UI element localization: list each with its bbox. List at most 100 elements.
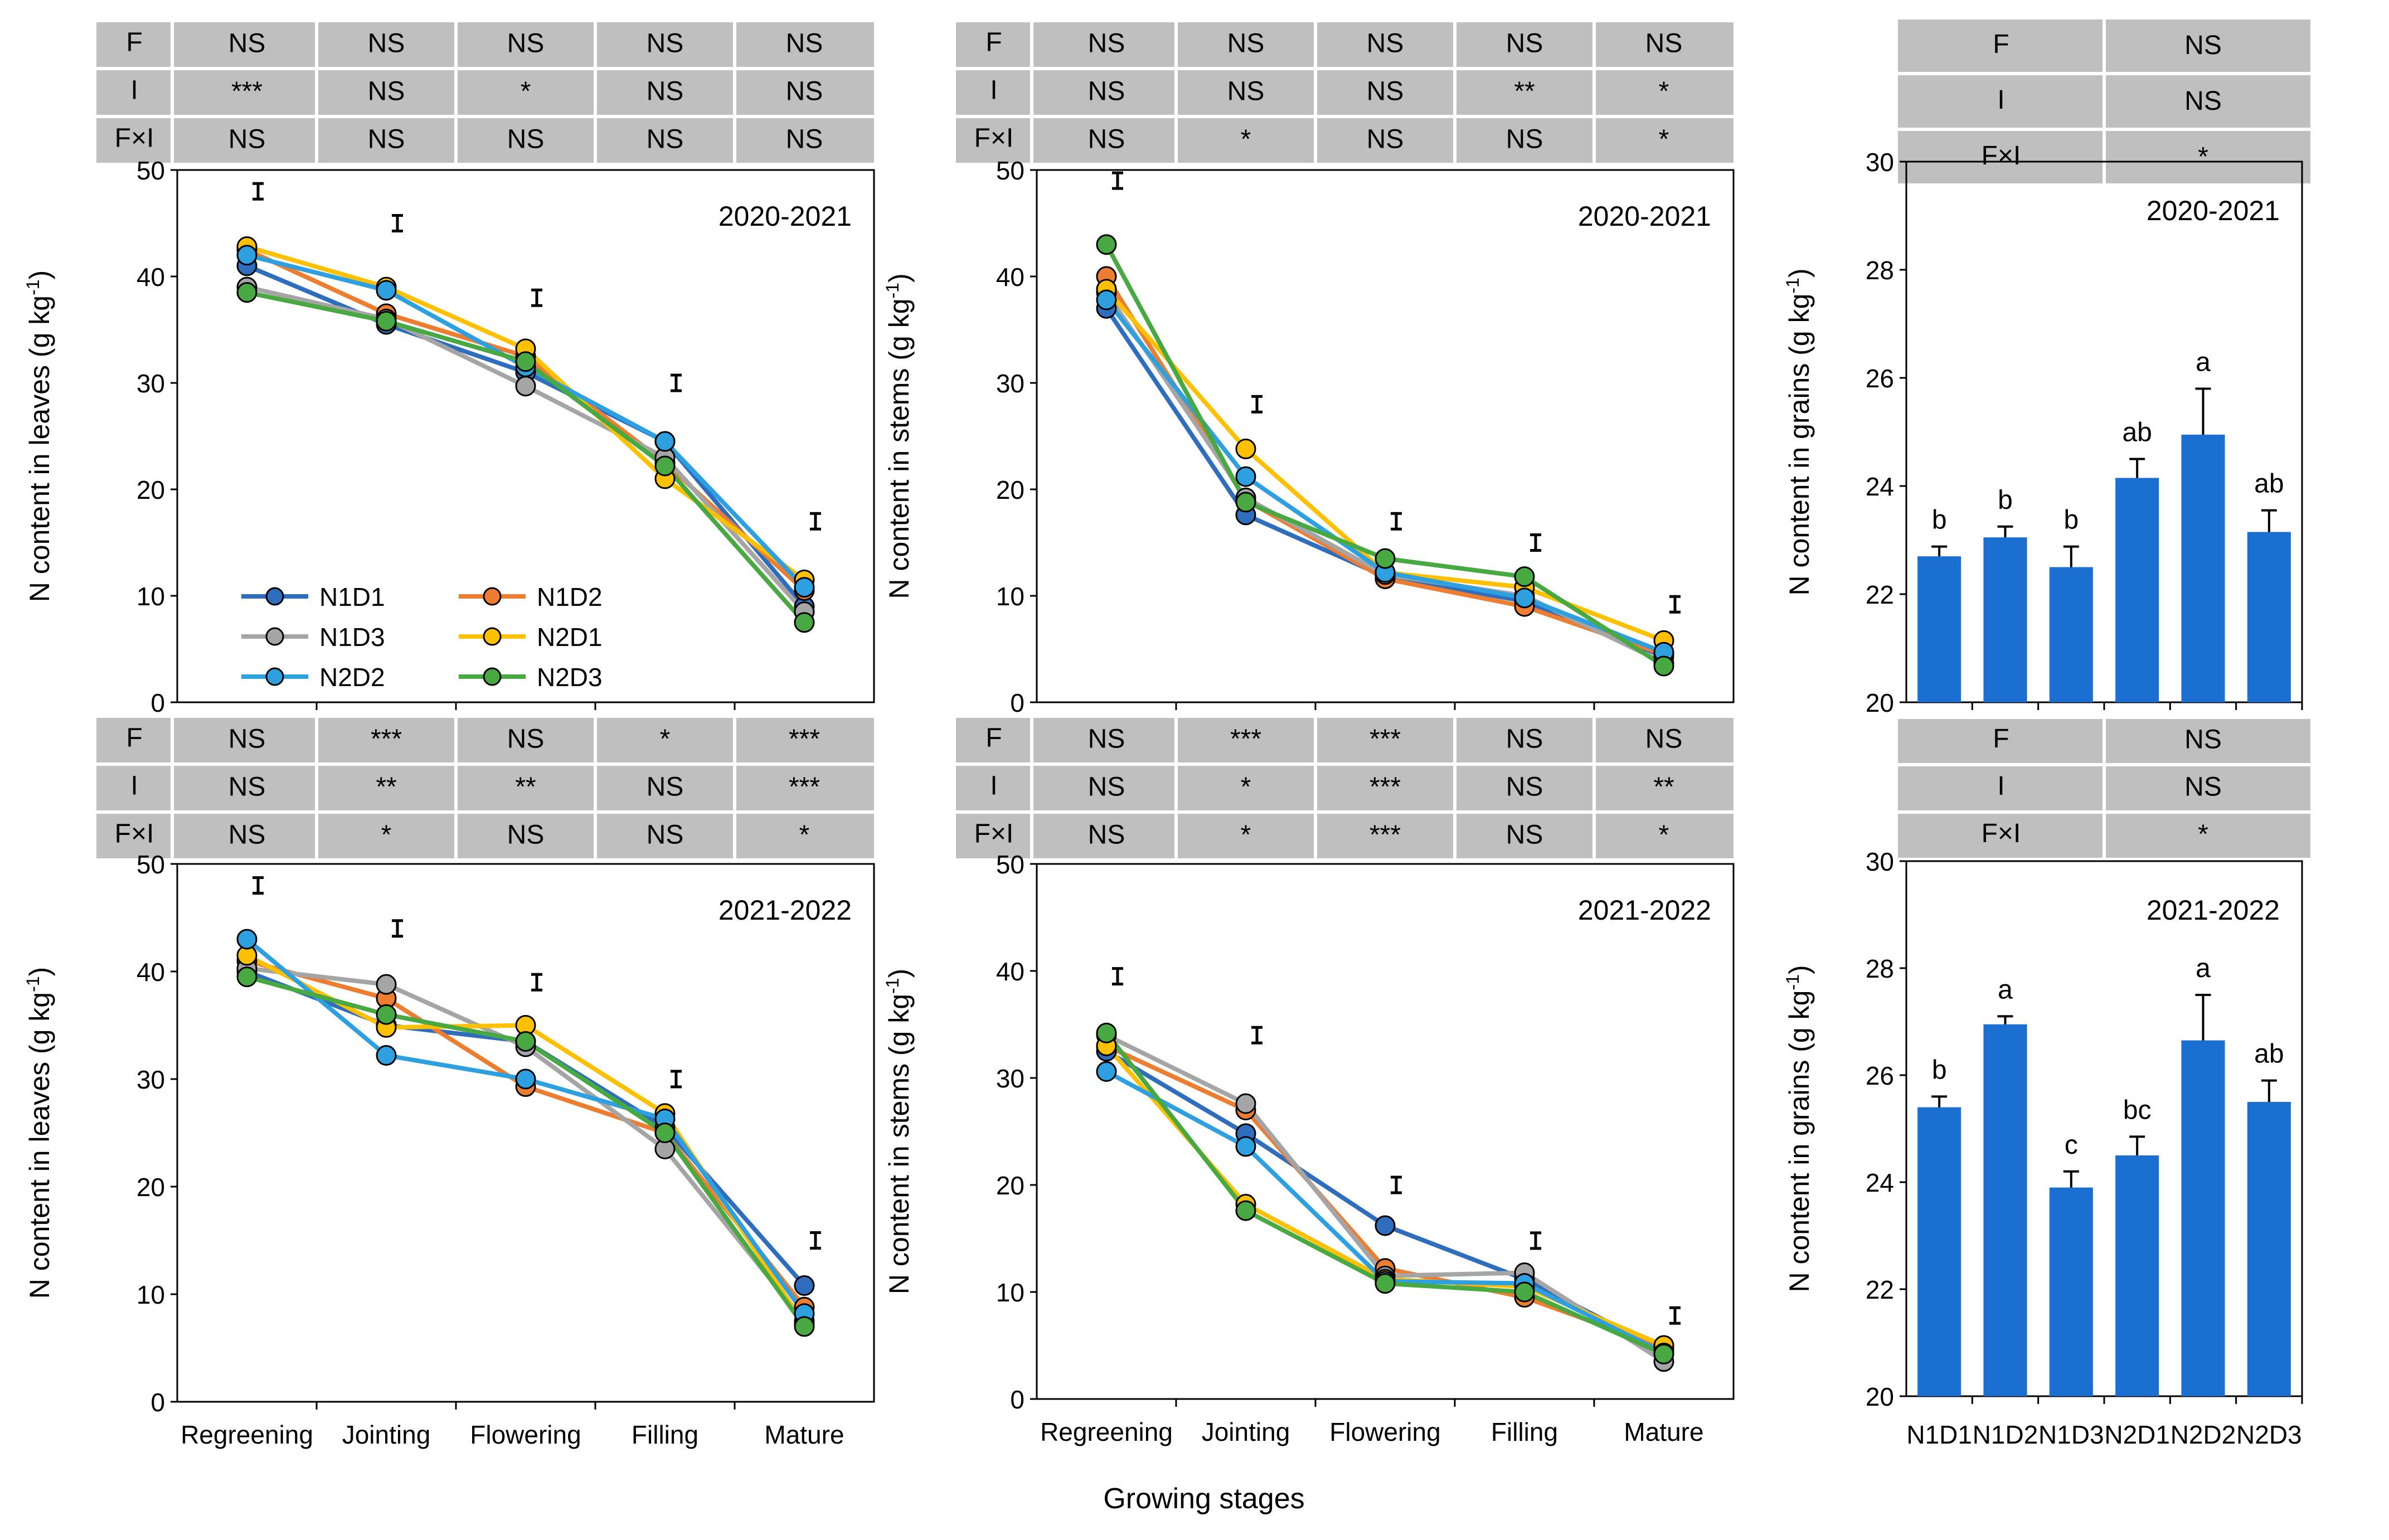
anova-cell: NS <box>786 124 823 154</box>
y-axis-label: N content in stems (g kg-1) <box>882 273 915 599</box>
anova-cell: NS <box>1088 820 1125 849</box>
anova-row-label: I <box>130 771 138 801</box>
bar-n1d3 <box>2049 567 2093 702</box>
data-point-n2d2 <box>1235 1136 1256 1157</box>
legend-item-n1d2: N1D2 <box>459 582 603 611</box>
legend-item-n2d1: N2D1 <box>459 623 603 652</box>
legend-marker <box>483 667 502 686</box>
significance-letter: c <box>2065 1130 2078 1160</box>
y-tick-label: 22 <box>1866 580 1894 609</box>
anova-row-label: F×I <box>115 819 154 849</box>
x-tick-label: N2D2 <box>2171 1420 2236 1449</box>
y-axis-label-text: N content in leaves (g kg-1) <box>23 270 55 602</box>
significance-letter: b <box>1932 506 1947 535</box>
anova-cell: NS <box>229 820 266 849</box>
anova-row-label: F <box>1993 30 2009 59</box>
data-point-n2d3 <box>1653 1343 1674 1364</box>
y-tick-label: 20 <box>137 1173 165 1202</box>
y-tick-label: 28 <box>1866 256 1894 285</box>
y-tick-label: 30 <box>137 369 165 398</box>
x-tick-label: Filling <box>632 1420 698 1449</box>
legend: N1D1 N1D2 N1D3 N2D1 N2D2 N2D3 <box>241 582 603 692</box>
data-point-n2d2 <box>236 245 258 266</box>
anova-separator <box>454 718 458 862</box>
y-tick-label: 24 <box>1866 472 1894 501</box>
plot-area <box>176 169 875 703</box>
data-point-n2d3 <box>1235 492 1256 513</box>
data-point-n2d2 <box>1514 587 1535 609</box>
anova-row-label: F <box>985 28 1002 57</box>
data-point-n2d2 <box>654 431 676 452</box>
anova-row <box>96 22 874 67</box>
significance-letter: ab <box>2254 469 2284 499</box>
anova-separator <box>1174 22 1178 166</box>
anova-cell: * <box>2198 142 2208 172</box>
anova-row <box>956 814 1734 858</box>
anova-separator <box>733 22 736 166</box>
y-tick-label: 30 <box>1866 148 1894 177</box>
y-axis-label: N content in leaves (g kg-1) <box>23 270 55 602</box>
x-tick-label: Jointing <box>342 1420 431 1449</box>
anova-cell: ** <box>1514 76 1535 106</box>
panel-title: 2021-2022 <box>2147 895 2280 926</box>
anova-cell: NS <box>368 28 405 58</box>
anova-cell: *** <box>1370 820 1401 849</box>
plot-area <box>176 863 875 1403</box>
data-point-n2d2 <box>376 280 397 301</box>
anova-row <box>956 22 1734 67</box>
significance-letter: ab <box>2254 1039 2284 1069</box>
anova-separator <box>1592 718 1596 862</box>
anova-separator <box>1030 22 1033 166</box>
panel-title: 2020-2021 <box>1578 201 1711 232</box>
anova-cell: * <box>660 724 671 754</box>
bar-n1d3 <box>2049 1187 2093 1396</box>
y-axis-label-text: N content in leaves (g kg-1) <box>23 967 55 1299</box>
anova-row <box>956 766 1734 810</box>
legend-label: N2D3 <box>537 663 603 692</box>
anova-row-label: I <box>990 771 997 801</box>
data-point-n2d1 <box>1235 438 1256 459</box>
anova-cell: NS <box>1367 76 1404 106</box>
anova-cell: NS <box>507 724 545 754</box>
anova-cell: NS <box>1088 724 1125 754</box>
anova-cell: NS <box>2184 773 2222 802</box>
legend-label: N1D1 <box>319 582 385 611</box>
bar-n2d2 <box>2181 434 2225 702</box>
anova-row-label: F <box>985 723 1002 753</box>
legend-marker <box>265 587 284 606</box>
anova-cell: NS <box>1367 28 1404 58</box>
anova-cell: NS <box>1645 724 1683 754</box>
anova-cell: *** <box>789 724 820 754</box>
anova-separator <box>594 22 597 166</box>
significance-letter: a <box>2196 347 2211 377</box>
anova-cell: NS <box>1088 28 1125 58</box>
y-tick-label: 30 <box>996 369 1024 398</box>
data-point-n1d3 <box>515 376 536 397</box>
data-point-n1d3 <box>1235 1093 1256 1114</box>
y-tick-label: 20 <box>1866 688 1894 717</box>
anova-row-label: I <box>1997 85 2004 115</box>
data-point-n2d3 <box>654 1123 676 1143</box>
anova-row <box>96 118 874 163</box>
x-tick-label: Filling <box>1491 1417 1558 1446</box>
data-point-n2d3 <box>654 455 676 477</box>
anova-cell: ** <box>515 772 536 801</box>
anova-table: F NS NS NS NS NS I *** NS * NS NS F×I NS NS NS NS NS <box>96 22 874 166</box>
anova-separator <box>454 22 458 166</box>
x-tick-label: N1D2 <box>1973 1420 2038 1449</box>
chart-grains-2020: F NS I NS F×I * 20 22 24 26 28 30 2020-2021 N content… <box>1783 20 2310 717</box>
anova-separator <box>2102 20 2106 187</box>
anova-cell: NS <box>229 772 266 801</box>
data-point-n2d2 <box>515 1068 536 1090</box>
anova-row <box>956 718 1734 762</box>
data-point-n1d3 <box>376 974 397 995</box>
data-point-n2d2 <box>794 577 815 598</box>
anova-separator <box>315 22 318 166</box>
anova-cell: NS <box>229 124 266 154</box>
anova-cell: NS <box>229 28 266 58</box>
bar-n2d2 <box>2181 1040 2225 1396</box>
anova-separator <box>1030 718 1033 862</box>
anova-separator <box>171 22 174 166</box>
x-axis-label: Growing stages <box>1103 1483 1304 1515</box>
significance-letter: a <box>1998 975 2013 1004</box>
